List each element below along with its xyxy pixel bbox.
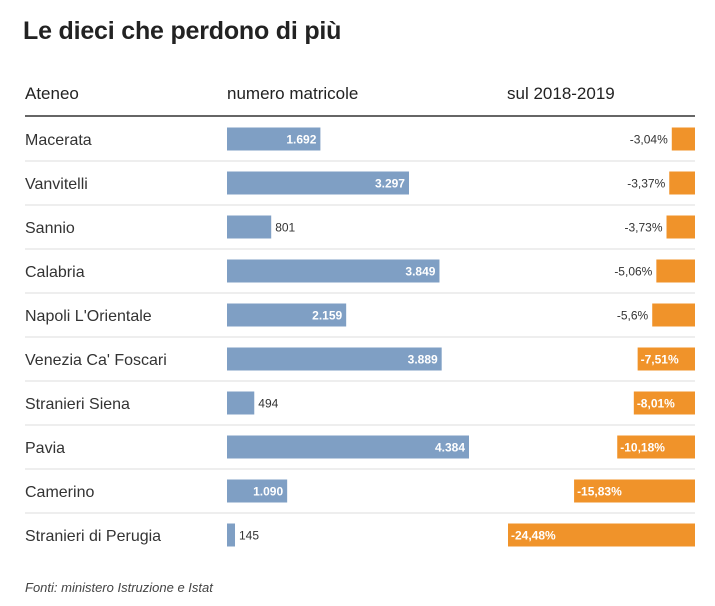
change-bar-sannio [666,215,695,239]
row-label-venezia-ca-foscari: Venezia Ca' Foscari [25,352,167,369]
matricole-bar-napoli-l-orientale [227,303,347,327]
matricole-label-sannio: 801 [275,221,295,235]
matricole-label-calabria: 3.849 [405,265,435,279]
change-bar-camerino [574,479,695,503]
row-label-stranieri-siena: Stranieri Siena [25,396,130,413]
row-label-macerata: Macerata [25,132,92,149]
header-ateneo: Ateneo [25,84,79,103]
change-bar-vanvitelli [669,171,695,195]
matricole-label-camerino: 1.090 [253,485,283,499]
change-label-vanvitelli: -3,37% [627,177,665,191]
matricole-label-stranieri-di-perugia: 145 [239,529,259,543]
matricole-bar-camerino [227,479,288,503]
change-label-sannio: -3,73% [624,221,662,235]
change-label-macerata: -3,04% [630,133,668,147]
change-bar-calabria [656,259,695,283]
change-label-camerino: -15,83% [577,485,622,499]
matricole-bar-vanvitelli [227,171,409,195]
source-note: Fonti: ministero Istruzione e Istat [25,580,213,595]
header-matricole: numero matricole [227,84,359,103]
change-label-stranieri-siena: -8,01% [637,397,675,411]
matricole-bar-venezia-ca-foscari [227,347,442,371]
matricole-bar-sannio [227,215,272,239]
change-bar-napoli-l-orientale [652,303,695,327]
change-label-pavia: -10,18% [620,441,665,455]
header-change: sul 2018-2019 [507,84,615,103]
matricole-bar-stranieri-siena [227,391,255,415]
row-label-stranieri-di-perugia: Stranieri di Perugia [25,528,161,545]
change-bar-venezia-ca-foscari [637,347,695,371]
row-label-napoli-l-orientale: Napoli L'Orientale [25,308,152,325]
change-bar-stranieri-siena [633,391,695,415]
matricole-label-pavia: 4.384 [435,441,465,455]
row-label-camerino: Camerino [25,484,94,501]
change-label-napoli-l-orientale: -5,6% [617,309,649,323]
row-label-vanvitelli: Vanvitelli [25,176,88,193]
change-bar-macerata [671,127,695,151]
row-label-pavia: Pavia [25,440,65,457]
change-label-stranieri-di-perugia: -24,48% [511,529,556,543]
matricole-label-macerata: 1.692 [286,133,316,147]
row-label-sannio: Sannio [25,220,75,237]
change-bar-pavia [617,435,695,459]
matricole-bar-stranieri-di-perugia [227,523,236,547]
matricole-label-stranieri-siena: 494 [258,397,278,411]
matricole-bar-macerata [227,127,321,151]
matricole-label-napoli-l-orientale: 2.159 [312,309,342,323]
matricole-label-vanvitelli: 3.297 [375,177,405,191]
row-label-calabria: Calabria [25,264,85,281]
chart-title: Le dieci che perdono di più [23,17,342,45]
matricole-bar-pavia [227,435,469,459]
change-label-venezia-ca-foscari: -7,51% [641,353,679,367]
change-label-calabria: -5,06% [614,265,652,279]
matricole-bar-calabria [227,259,440,283]
matricole-label-venezia-ca-foscari: 3.889 [408,353,438,367]
change-bar-stranieri-di-perugia [508,523,695,547]
